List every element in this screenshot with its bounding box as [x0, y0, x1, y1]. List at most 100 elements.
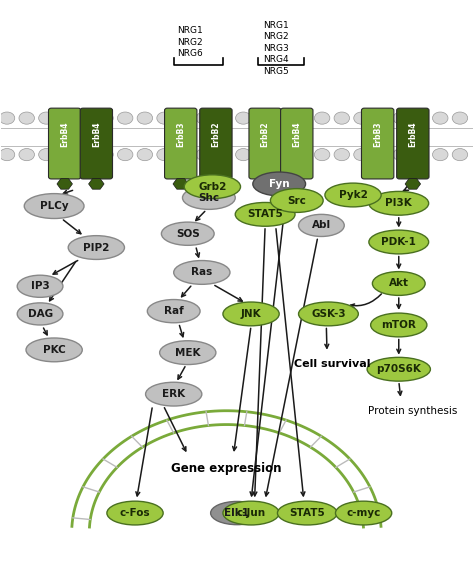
Text: STAT5: STAT5 — [290, 508, 325, 518]
Circle shape — [216, 112, 231, 124]
Circle shape — [334, 149, 349, 160]
Ellipse shape — [147, 299, 200, 323]
Circle shape — [78, 149, 93, 160]
Text: Shc: Shc — [198, 193, 219, 203]
Circle shape — [0, 149, 15, 160]
Circle shape — [19, 112, 35, 124]
Ellipse shape — [223, 501, 279, 525]
Text: Protein synthesis: Protein synthesis — [368, 406, 457, 416]
Ellipse shape — [369, 230, 428, 254]
Text: p70S6K: p70S6K — [376, 364, 421, 374]
Ellipse shape — [68, 236, 125, 260]
Polygon shape — [405, 179, 420, 189]
Circle shape — [196, 149, 212, 160]
Circle shape — [216, 149, 231, 160]
Text: Pyk2: Pyk2 — [338, 190, 367, 200]
Ellipse shape — [373, 272, 425, 295]
Circle shape — [314, 149, 330, 160]
Circle shape — [58, 149, 74, 160]
Text: ERK: ERK — [162, 389, 185, 399]
Ellipse shape — [17, 275, 63, 297]
Text: Gene expression: Gene expression — [171, 462, 282, 475]
Circle shape — [393, 149, 409, 160]
Text: ErbB2: ErbB2 — [211, 121, 220, 147]
Text: SOS: SOS — [176, 229, 200, 239]
Circle shape — [452, 112, 468, 124]
Circle shape — [452, 149, 468, 160]
Text: GSK-3: GSK-3 — [311, 309, 346, 319]
Circle shape — [39, 112, 54, 124]
Circle shape — [58, 112, 74, 124]
Ellipse shape — [184, 175, 240, 198]
Circle shape — [196, 112, 212, 124]
Text: c-Fos: c-Fos — [120, 508, 150, 518]
Text: DAG: DAG — [27, 309, 53, 319]
Text: ErbB4: ErbB4 — [292, 121, 301, 147]
Circle shape — [295, 112, 310, 124]
Text: mTOR: mTOR — [381, 320, 416, 330]
Text: PI3K: PI3K — [385, 198, 412, 208]
Text: PLCy: PLCy — [40, 201, 68, 211]
Circle shape — [413, 112, 428, 124]
Ellipse shape — [173, 261, 230, 284]
FancyBboxPatch shape — [200, 108, 232, 179]
Text: ErbB3: ErbB3 — [176, 121, 185, 147]
Circle shape — [78, 112, 93, 124]
Text: NRG1
NRG2
NRG6: NRG1 NRG2 NRG6 — [177, 26, 203, 58]
Text: ErbB4: ErbB4 — [60, 121, 69, 147]
Text: STAT5: STAT5 — [247, 209, 283, 219]
Ellipse shape — [235, 202, 295, 226]
Text: Fyn: Fyn — [269, 179, 290, 189]
FancyBboxPatch shape — [362, 108, 394, 179]
Circle shape — [374, 112, 389, 124]
Circle shape — [334, 112, 349, 124]
Circle shape — [157, 112, 172, 124]
Text: Akt: Akt — [389, 278, 409, 289]
FancyBboxPatch shape — [281, 108, 313, 179]
Ellipse shape — [277, 501, 337, 525]
Text: Elk1: Elk1 — [225, 508, 249, 518]
FancyBboxPatch shape — [80, 108, 112, 179]
Text: MEK: MEK — [175, 348, 201, 358]
Ellipse shape — [369, 192, 428, 215]
Text: Abl: Abl — [312, 221, 331, 230]
Text: PIP2: PIP2 — [83, 243, 109, 252]
Circle shape — [393, 112, 409, 124]
Ellipse shape — [107, 501, 163, 525]
FancyBboxPatch shape — [48, 108, 81, 179]
Circle shape — [255, 149, 271, 160]
Circle shape — [118, 149, 133, 160]
Ellipse shape — [325, 183, 381, 207]
Text: PDK-1: PDK-1 — [381, 237, 416, 247]
Polygon shape — [89, 179, 104, 189]
Text: PKC: PKC — [43, 345, 65, 355]
Circle shape — [374, 149, 389, 160]
Circle shape — [176, 149, 192, 160]
Circle shape — [137, 149, 153, 160]
Text: c-myc: c-myc — [346, 508, 381, 518]
Text: Ras: Ras — [191, 268, 212, 277]
Circle shape — [275, 112, 291, 124]
Circle shape — [295, 149, 310, 160]
Text: JNK: JNK — [241, 309, 261, 319]
Polygon shape — [208, 179, 224, 189]
FancyBboxPatch shape — [164, 108, 197, 179]
Text: Raf: Raf — [164, 306, 183, 316]
Circle shape — [413, 149, 428, 160]
Ellipse shape — [146, 382, 202, 406]
Circle shape — [236, 149, 251, 160]
Ellipse shape — [17, 303, 63, 325]
Ellipse shape — [210, 501, 264, 524]
Ellipse shape — [253, 172, 306, 196]
Circle shape — [275, 149, 291, 160]
Circle shape — [118, 112, 133, 124]
Ellipse shape — [299, 302, 358, 326]
Text: ErbB4: ErbB4 — [92, 121, 101, 147]
Circle shape — [39, 149, 54, 160]
Ellipse shape — [24, 193, 84, 218]
Text: Grb2: Grb2 — [198, 181, 227, 192]
Ellipse shape — [336, 501, 392, 525]
Circle shape — [236, 112, 251, 124]
Circle shape — [19, 149, 35, 160]
Polygon shape — [257, 179, 273, 189]
